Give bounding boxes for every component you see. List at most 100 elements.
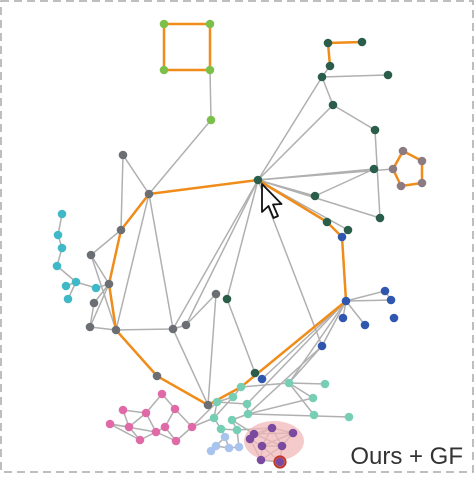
graph-node-mauve[interactable]: [417, 178, 427, 188]
graph-node-pink[interactable]: [187, 422, 197, 432]
graph-node-gray[interactable]: [211, 289, 221, 299]
graph-node-dark-green[interactable]: [369, 164, 379, 174]
graph-node-cyan[interactable]: [91, 283, 101, 293]
graph-node-cyan[interactable]: [61, 281, 71, 291]
graph-node-teal[interactable]: [243, 409, 253, 419]
graph-node-pink[interactable]: [105, 419, 115, 429]
graph-node-green[interactable]: [205, 65, 215, 75]
graph-node-gray[interactable]: [85, 322, 95, 332]
graph-node-purple[interactable]: [277, 441, 287, 451]
graph-node-cyan[interactable]: [57, 209, 67, 219]
graph-node-dark-green[interactable]: [370, 125, 380, 135]
graph-node-gray[interactable]: [181, 320, 191, 330]
graph-node-teal[interactable]: [216, 424, 226, 434]
graph-node-blue[interactable]: [360, 320, 370, 330]
graph-node-gray[interactable]: [111, 325, 121, 335]
graph-node-mauve[interactable]: [417, 156, 427, 166]
graph-node-light-blue[interactable]: [220, 432, 230, 442]
graph-node-dark-green[interactable]: [323, 38, 333, 48]
graph-node-gray[interactable]: [104, 279, 114, 289]
graph-node-teal[interactable]: [309, 410, 319, 420]
graph-node-teal[interactable]: [242, 399, 252, 409]
graph-node-teal[interactable]: [232, 425, 242, 435]
graph-node-blue[interactable]: [337, 232, 347, 242]
graph-node-teal[interactable]: [212, 397, 222, 407]
graph-node-dark-green[interactable]: [222, 294, 232, 304]
graph-node-dark-green[interactable]: [328, 100, 338, 110]
graph-edge: [246, 300, 347, 405]
graph-node-green[interactable]: [159, 19, 169, 29]
graph-node-dark-green[interactable]: [253, 175, 263, 185]
graph-node-green[interactable]: [206, 115, 216, 125]
graph-node-pink[interactable]: [157, 389, 167, 399]
graph-node-green[interactable]: [205, 19, 215, 29]
graph-node-teal[interactable]: [236, 382, 246, 392]
graph-node-pink[interactable]: [171, 436, 181, 446]
graph-node-blue[interactable]: [389, 313, 399, 323]
graph-node-dark-green[interactable]: [317, 72, 327, 82]
graph-node-purple[interactable]: [288, 428, 298, 438]
graph-node-gray[interactable]: [203, 400, 213, 410]
graph-node-blue[interactable]: [380, 286, 390, 296]
graph-node-light-blue[interactable]: [234, 442, 244, 452]
graph-edge: [90, 229, 122, 256]
graph-node-cyan[interactable]: [63, 294, 73, 304]
graph-node-cyan[interactable]: [53, 230, 63, 240]
graph-node-green[interactable]: [159, 65, 169, 75]
graph-edge: [89, 326, 117, 331]
graph-node-blue[interactable]: [341, 296, 351, 306]
graph-node-pink[interactable]: [170, 404, 180, 414]
graph-node-dark-green[interactable]: [343, 225, 353, 235]
focused-node-ring[interactable]: [273, 455, 287, 469]
graph-node-blue[interactable]: [257, 374, 267, 384]
graph-node-dark-green[interactable]: [310, 191, 320, 201]
graph-node-blue[interactable]: [386, 295, 396, 305]
graph-node-teal[interactable]: [344, 412, 354, 422]
graph-node-gray[interactable]: [116, 225, 126, 235]
graph-node-purple[interactable]: [257, 441, 267, 451]
graph-node-pink[interactable]: [151, 427, 161, 437]
graph-node-mauve[interactable]: [396, 181, 406, 191]
graph-node-dark-green[interactable]: [357, 37, 367, 47]
graph-node-cyan[interactable]: [57, 243, 67, 253]
graph-node-teal[interactable]: [320, 379, 330, 389]
graph-node-purple[interactable]: [275, 457, 285, 467]
graph-node-dark-green[interactable]: [250, 368, 260, 378]
graph-node-purple[interactable]: [267, 423, 277, 433]
graph-node-dark-green[interactable]: [325, 61, 335, 71]
graph-node-pink[interactable]: [141, 408, 151, 418]
graph-node-dark-green[interactable]: [383, 70, 393, 80]
node-layer: [52, 19, 427, 469]
graph-node-teal[interactable]: [284, 378, 294, 388]
graph-node-gray[interactable]: [118, 150, 128, 160]
graph-node-gray[interactable]: [144, 189, 154, 199]
graph-node-gray[interactable]: [152, 371, 162, 381]
graph-node-light-blue[interactable]: [224, 443, 234, 453]
graph-node-teal[interactable]: [209, 413, 219, 423]
graph-node-light-blue[interactable]: [206, 446, 216, 456]
graph-edge: [288, 382, 326, 385]
graph-node-gray[interactable]: [86, 250, 96, 260]
graph-node-purple[interactable]: [256, 455, 266, 465]
graph-node-blue[interactable]: [317, 341, 327, 351]
graph-node-mauve[interactable]: [388, 164, 398, 174]
graph-node-teal[interactable]: [228, 392, 238, 402]
graph-node-cyan[interactable]: [52, 261, 62, 271]
graph-node-teal[interactable]: [227, 415, 237, 425]
graph-node-mauve[interactable]: [398, 146, 408, 156]
graph-node-dark-green[interactable]: [375, 213, 385, 223]
graph-edge: [345, 300, 366, 326]
graph-node-blue[interactable]: [338, 313, 348, 323]
graph-node-dark-green[interactable]: [322, 217, 332, 227]
graph-node-purple[interactable]: [245, 434, 255, 444]
graph-node-teal[interactable]: [308, 393, 318, 403]
graph-node-gray[interactable]: [168, 324, 178, 334]
graph-node-gray[interactable]: [89, 298, 99, 308]
graph-edge: [90, 254, 110, 285]
graph-node-pink[interactable]: [135, 435, 145, 445]
graph-node-pink[interactable]: [160, 422, 170, 432]
graph-node-pink[interactable]: [124, 422, 134, 432]
graph-node-pink[interactable]: [118, 405, 128, 415]
graph-node-cyan[interactable]: [71, 277, 81, 287]
